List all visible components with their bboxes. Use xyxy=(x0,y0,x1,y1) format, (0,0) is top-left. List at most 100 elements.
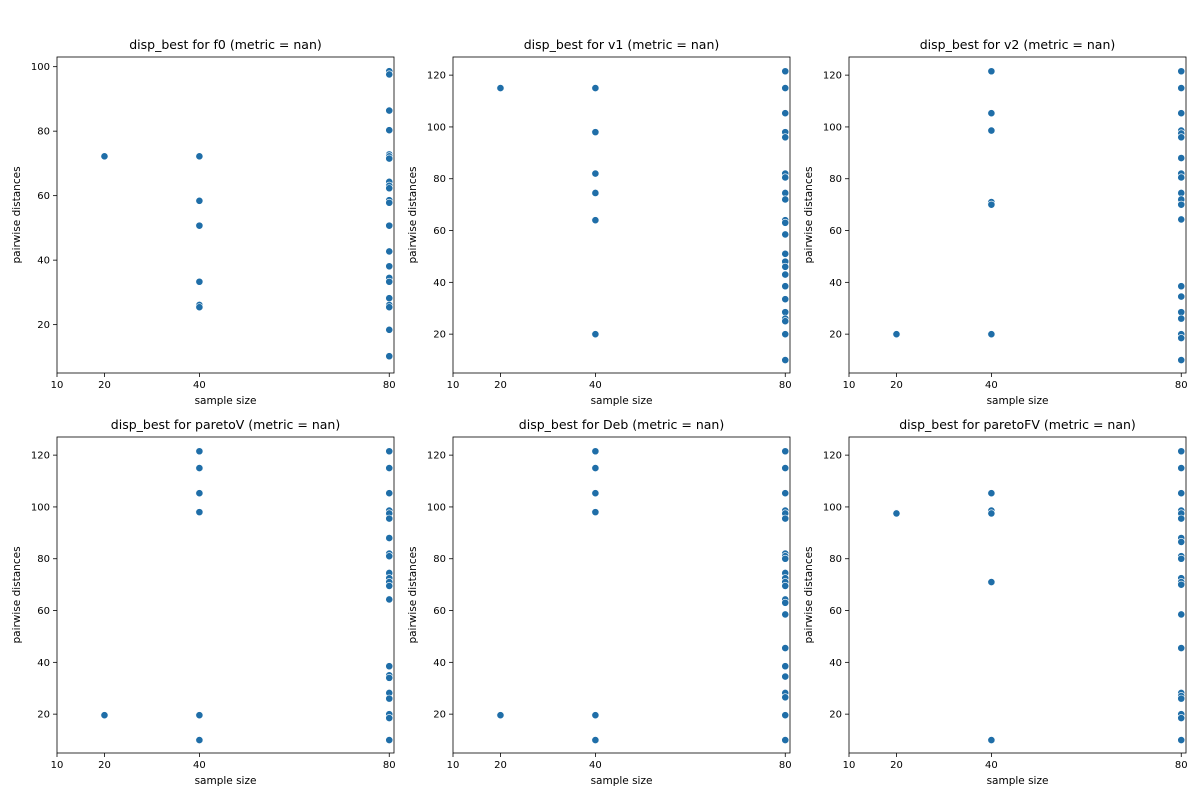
x-tick-label: 10 xyxy=(843,380,856,391)
data-point xyxy=(1177,334,1186,342)
data-point xyxy=(781,317,790,326)
data-point xyxy=(1177,282,1186,291)
data-point xyxy=(385,184,394,193)
data-point xyxy=(591,330,600,339)
y-tick-label: 40 xyxy=(37,256,50,267)
data-point xyxy=(385,673,394,682)
x-tick-label: 40 xyxy=(589,760,602,771)
data-point xyxy=(781,610,790,619)
data-point xyxy=(987,67,996,76)
plot-frame xyxy=(848,56,1187,374)
chart-title: disp_best for v2 (metric = nan) xyxy=(920,37,1116,52)
data-point xyxy=(781,262,790,271)
data-point xyxy=(591,189,600,197)
data-point xyxy=(591,216,600,225)
y-tick-label: 60 xyxy=(433,606,446,617)
y-tick-label: 120 xyxy=(427,451,446,462)
y-axis-label: pairwise distances xyxy=(11,166,23,263)
y-tick-label: 40 xyxy=(37,658,50,669)
subplot-4: disp_best for paretoV (metric = nan) 10 20… xyxy=(11,417,396,787)
data-point xyxy=(385,126,394,135)
x-tick-label: 20 xyxy=(98,760,111,771)
data-point xyxy=(987,330,996,339)
data-point xyxy=(781,173,790,182)
subplot-6: disp_best for paretoFV (metric = nan) 10 2… xyxy=(803,417,1188,787)
data-point xyxy=(781,514,790,523)
x-tick-label: 10 xyxy=(843,760,856,771)
data-point xyxy=(1177,84,1186,92)
data-point xyxy=(385,262,394,271)
data-point xyxy=(781,84,790,92)
data-point xyxy=(385,514,394,523)
chart-title: disp_best for paretoV (metric = nan) xyxy=(111,417,340,432)
y-tick-label: 20 xyxy=(433,710,446,721)
chart-title: disp_best for f0 (metric = nan) xyxy=(129,37,322,52)
data-point xyxy=(1177,694,1186,703)
x-tick-label: 20 xyxy=(890,760,903,771)
x-tick-label: 80 xyxy=(383,760,396,771)
data-point xyxy=(591,447,600,456)
y-tick-label: 120 xyxy=(823,71,842,82)
x-axis-label: sample size xyxy=(591,775,653,787)
y-tick-label: 20 xyxy=(37,710,50,721)
subplot-3: disp_best for v2 (metric = nan) 10 20 40 80 2… xyxy=(803,37,1188,407)
y-tick-label: 40 xyxy=(829,658,842,669)
data-point xyxy=(987,509,996,518)
data-point xyxy=(385,447,394,456)
plot-frame xyxy=(56,56,395,374)
data-point xyxy=(987,109,996,118)
data-point xyxy=(781,598,790,607)
data-point xyxy=(1177,200,1186,209)
data-point xyxy=(781,711,790,720)
data-point xyxy=(781,736,790,744)
data-point xyxy=(781,489,790,498)
plot-frame xyxy=(848,436,1187,754)
y-tick-label: 80 xyxy=(433,554,446,565)
y-tick-label: 40 xyxy=(829,278,842,289)
x-tick-label: 20 xyxy=(494,760,507,771)
y-tick-label: 20 xyxy=(829,710,842,721)
data-point xyxy=(385,464,394,472)
y-tick-label: 60 xyxy=(829,606,842,617)
data-point xyxy=(1177,308,1186,317)
chart-title: disp_best for paretoFV (metric = nan) xyxy=(899,417,1136,432)
y-tick-label: 100 xyxy=(427,122,446,133)
data-point xyxy=(591,128,600,137)
data-point xyxy=(1177,447,1186,456)
x-tick-label: 10 xyxy=(447,760,460,771)
data-point xyxy=(1177,644,1186,652)
data-point xyxy=(591,169,600,178)
x-axis-label: sample size xyxy=(195,395,257,407)
y-tick-label: 120 xyxy=(31,451,50,462)
data-point xyxy=(781,356,790,364)
plot-frame xyxy=(452,56,791,374)
data-point xyxy=(1177,554,1186,563)
y-tick-label: 100 xyxy=(823,502,842,513)
data-point xyxy=(385,595,394,604)
data-point xyxy=(781,295,790,304)
x-tick-label: 80 xyxy=(383,380,396,391)
x-tick-label: 40 xyxy=(985,380,998,391)
data-point xyxy=(195,152,204,161)
data-point xyxy=(195,277,204,286)
y-tick-label: 120 xyxy=(427,71,446,82)
data-point xyxy=(781,582,790,590)
data-point xyxy=(385,294,394,303)
data-point xyxy=(195,489,204,498)
data-point xyxy=(195,196,204,205)
data-point xyxy=(1177,154,1186,162)
x-tick-label: 20 xyxy=(98,380,111,391)
data-point xyxy=(195,508,204,517)
data-point xyxy=(591,489,600,498)
data-point xyxy=(385,736,394,744)
data-point xyxy=(781,67,790,76)
y-tick-label: 100 xyxy=(31,502,50,513)
x-tick-label: 40 xyxy=(193,760,206,771)
data-point xyxy=(1177,538,1186,546)
data-point xyxy=(1177,610,1186,619)
data-point xyxy=(385,662,394,671)
y-axis-label: pairwise distances xyxy=(407,546,419,643)
data-point xyxy=(1177,67,1186,76)
data-point xyxy=(591,464,600,472)
